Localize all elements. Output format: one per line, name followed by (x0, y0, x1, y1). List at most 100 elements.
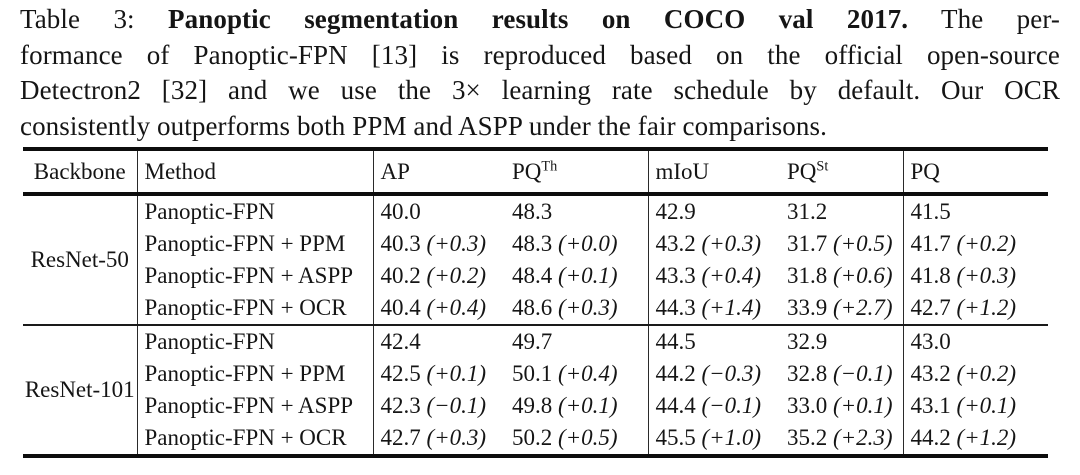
pq-th-base: PQ (512, 158, 542, 184)
miou-cell: 45.5 (+1.0) (648, 422, 780, 456)
metric-delta: (+0.1) (827, 393, 893, 418)
metric-delta: (+0.6) (827, 263, 893, 288)
metric-delta: (+0.5) (552, 425, 618, 450)
metric-value: 31.2 (787, 199, 828, 224)
pq-cell: 44.2 (+1.2) (903, 422, 1048, 456)
metric-value: 43.1 (910, 393, 951, 418)
backbone-cell: ResNet-101 (23, 324, 138, 456)
pq-st-superscript: St (816, 157, 829, 174)
pq-cell: 43.1 (+0.1) (903, 390, 1048, 422)
metric-value: 44.2 (655, 361, 696, 386)
table-row: Panoptic-FPN + PPM 42.5 (+0.1) 50.1 (+0.4)… (23, 358, 1048, 390)
metric-delta: (+0.5) (827, 231, 893, 256)
metric-delta: (−0.1) (827, 361, 893, 386)
pq-th-superscript: Th (541, 157, 558, 174)
metric-value: 41.7 (910, 231, 951, 256)
metric-value: 48.4 (512, 263, 553, 288)
pq-th-cell: 49.8 (+0.1) (505, 390, 649, 422)
metric-value: 40.0 (380, 199, 421, 224)
pq-th-cell: 48.4 (+0.1) (505, 260, 649, 292)
metric-value: 43.2 (910, 361, 951, 386)
method-cell: Panoptic-FPN + PPM (137, 358, 374, 390)
pq-st-cell: 31.2 (780, 194, 904, 228)
table-row: Panoptic-FPN + ASPP 42.3 (−0.1) 49.8 (+0.1… (23, 390, 1048, 422)
pq-st-base: PQ (787, 158, 817, 184)
metric-value: 49.7 (512, 329, 553, 354)
pq-th-cell: 48.3 (505, 194, 649, 228)
metric-value: 40.3 (380, 231, 421, 256)
metric-delta: (−0.1) (695, 393, 762, 418)
metric-value: 41.5 (910, 199, 951, 224)
metric-value: 49.8 (512, 393, 553, 418)
metric-delta: (+0.3) (695, 231, 762, 256)
metric-delta: (+0.3) (420, 231, 487, 256)
metric-value: 40.4 (380, 295, 421, 320)
metric-delta: (+0.1) (950, 393, 1017, 418)
caption-line: consistently outperforms both PPM and AS… (20, 109, 1060, 145)
miou-cell: 44.3 (+1.4) (648, 292, 780, 325)
metric-delta: (+0.2) (950, 361, 1017, 386)
metric-delta: (+0.2) (420, 263, 487, 288)
method-cell: Panoptic-FPN (137, 194, 374, 228)
metric-delta: (+0.4) (420, 295, 487, 320)
metric-delta: (+0.1) (552, 393, 618, 418)
metric-delta: (+0.4) (552, 361, 618, 386)
pq-st-cell: 35.2 (+2.3) (780, 422, 904, 456)
metric-value: 35.2 (787, 425, 828, 450)
metric-delta: (+1.2) (950, 425, 1017, 450)
header-row: Backbone Method AP PQTh mIoU PQSt PQ (23, 149, 1048, 196)
metric-delta: (+1.4) (695, 295, 762, 320)
miou-cell: 44.4 (−0.1) (648, 390, 780, 422)
results-table: Backbone Method AP PQTh mIoU PQSt PQ Res… (23, 147, 1048, 458)
ap-cell: 42.5 (+0.1) (373, 358, 505, 390)
col-header-pq-st: PQSt (780, 149, 904, 196)
metric-value: 44.3 (655, 295, 696, 320)
pq-st-cell: 32.8 (−0.1) (780, 358, 904, 390)
method-cell: Panoptic-FPN + ASPP (137, 390, 374, 422)
metric-value: 40.2 (380, 263, 421, 288)
metric-value: 31.7 (787, 231, 828, 256)
pq-th-cell: 48.6 (+0.3) (505, 292, 649, 325)
metric-value: 43.0 (910, 329, 951, 354)
metric-value: 42.4 (380, 329, 421, 354)
metric-delta: (+0.3) (950, 263, 1017, 288)
metric-delta: (−0.3) (695, 361, 762, 386)
pq-st-cell: 33.0 (+0.1) (780, 390, 904, 422)
caption-line: Detectron2 [32] and we use the 3× learni… (20, 73, 1060, 109)
metric-value: 48.3 (512, 199, 553, 224)
metric-delta: (+1.2) (950, 295, 1017, 320)
ap-cell: 40.2 (+0.2) (373, 260, 505, 292)
pq-cell: 43.2 (+0.2) (903, 358, 1048, 390)
method-cell: Panoptic-FPN + OCR (137, 292, 374, 325)
table-row: Panoptic-FPN + PPM 40.3 (+0.3) 48.3 (+0.0)… (23, 228, 1048, 260)
pq-st-cell: 32.9 (780, 324, 904, 358)
metric-delta: (+0.0) (552, 231, 618, 256)
method-cell: Panoptic-FPN + OCR (137, 422, 374, 456)
metric-value: 44.4 (655, 393, 696, 418)
caption-text: Table 3: (20, 4, 169, 34)
table-caption: Table 3: Panoptic segmentation results o… (20, 2, 1060, 144)
metric-value: 33.9 (787, 295, 828, 320)
ap-cell: 40.0 (373, 194, 505, 228)
metric-delta: (+1.0) (695, 425, 762, 450)
caption-line: formance of Panoptic-FPN [13] is reprodu… (20, 38, 1060, 74)
ap-cell: 42.7 (+0.3) (373, 422, 505, 456)
pq-th-cell: 50.2 (+0.5) (505, 422, 649, 456)
metric-value: 50.2 (512, 425, 553, 450)
metric-delta: (+0.3) (552, 295, 618, 320)
metric-value: 42.7 (910, 295, 951, 320)
metric-value: 42.7 (380, 425, 421, 450)
pq-st-cell: 33.9 (+2.7) (780, 292, 904, 325)
miou-cell: 44.2 (−0.3) (648, 358, 780, 390)
col-header-backbone: Backbone (23, 149, 138, 196)
metric-delta: (+0.4) (695, 263, 762, 288)
ap-cell: 42.4 (373, 324, 505, 358)
col-header-ap: AP (373, 149, 505, 196)
table-row: ResNet-50 Panoptic-FPN 40.0 48.3 42.9 31.2 41.… (23, 194, 1048, 325)
pq-cell: 41.5 (903, 194, 1048, 228)
table-row: Panoptic-FPN + ASPP 40.2 (+0.2) 48.4 (+0.1… (23, 260, 1048, 292)
metric-value: 48.6 (512, 295, 553, 320)
col-header-miou: mIoU (648, 149, 780, 196)
miou-cell: 43.2 (+0.3) (648, 228, 780, 260)
metric-delta: (−0.1) (420, 393, 487, 418)
